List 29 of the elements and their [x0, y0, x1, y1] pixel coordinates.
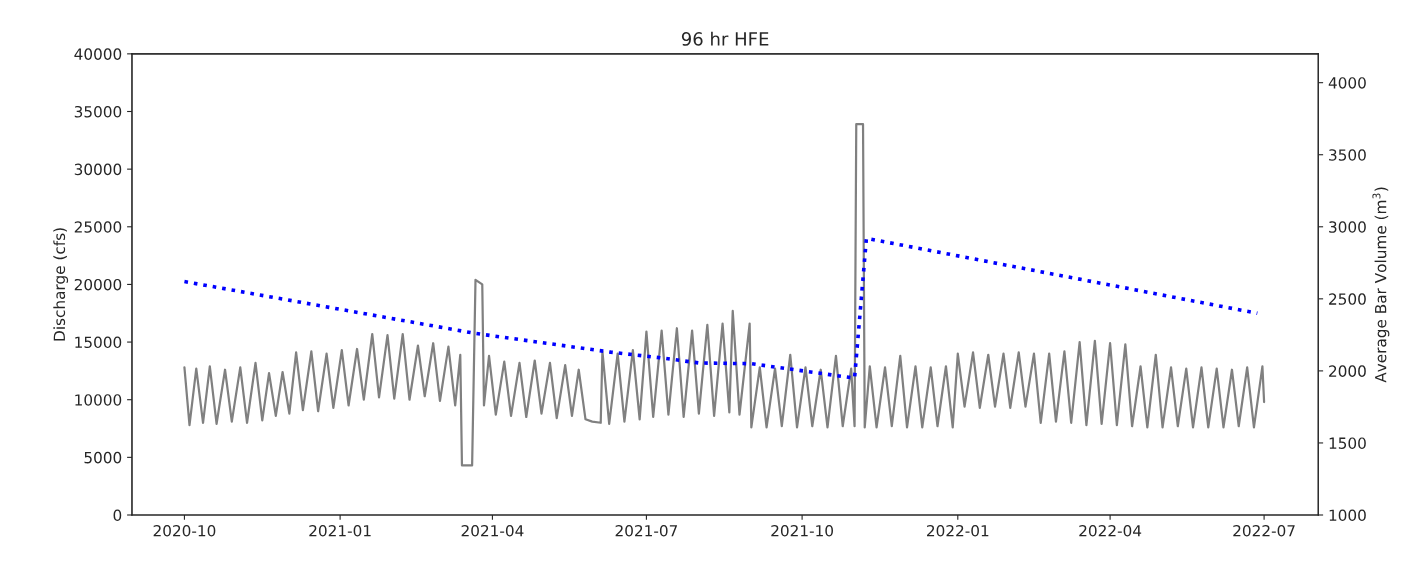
line-series — [182, 236, 1260, 380]
x-tick-label: 2021-10 — [771, 524, 834, 537]
y-tick-label: 40000 — [74, 48, 122, 60]
y2-tick-label: 4000 — [1328, 77, 1366, 89]
y2-axis-title: Average Bar Volume (m$^{3}$) — [1372, 187, 1390, 383]
y-tick-label: 10000 — [75, 394, 122, 406]
y-tick-label: 5000 — [84, 451, 122, 464]
y2-tick-label: 3000 — [1329, 221, 1366, 233]
line-series — [183, 123, 1266, 467]
x-tick-label: 2021-04 — [461, 524, 524, 537]
x-tick-label: 2021-01 — [309, 524, 371, 537]
y-tick-label: 0 — [113, 509, 122, 522]
y2-tick-label: 1000 — [1329, 509, 1366, 522]
chart-title: 96 hr HFE — [681, 31, 769, 46]
y2-tick-label: 2000 — [1329, 365, 1366, 377]
x-tick-label: 2020-10 — [153, 524, 216, 537]
x-tick-label: 2022-04 — [1079, 524, 1142, 537]
y-tick-label: 15000 — [75, 336, 122, 349]
y-axis-title: Discharge (cfs) — [53, 228, 69, 341]
y-tick-label: 20000 — [74, 278, 122, 291]
x-tick-label: 2022-07 — [1233, 524, 1295, 537]
x-tick-label: 2021-07 — [615, 524, 678, 537]
y2-tick-label: 3500 — [1329, 149, 1366, 161]
y2-tick-label: 2500 — [1329, 293, 1366, 305]
y2-tick-label: 1500 — [1329, 437, 1366, 449]
y-tick-label: 35000 — [74, 105, 122, 118]
y-tick-label: 30000 — [74, 163, 122, 176]
y-tick-label: 25000 — [74, 221, 122, 233]
x-tick-label: 2022-01 — [927, 524, 989, 537]
